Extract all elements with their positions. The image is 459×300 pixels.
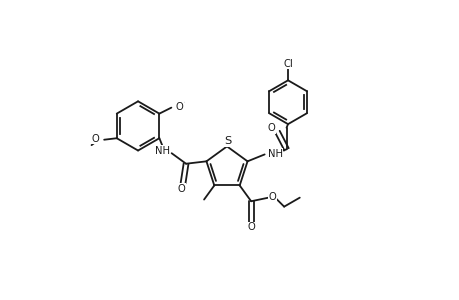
Text: O: O [267,123,275,133]
Text: O: O [175,102,183,112]
Text: NH: NH [267,149,282,159]
Text: S: S [224,136,231,146]
Text: O: O [268,192,276,202]
Text: O: O [178,184,185,194]
Text: O: O [247,222,254,232]
Text: NH: NH [155,146,169,155]
Text: Cl: Cl [283,58,292,68]
Text: O: O [92,134,100,144]
